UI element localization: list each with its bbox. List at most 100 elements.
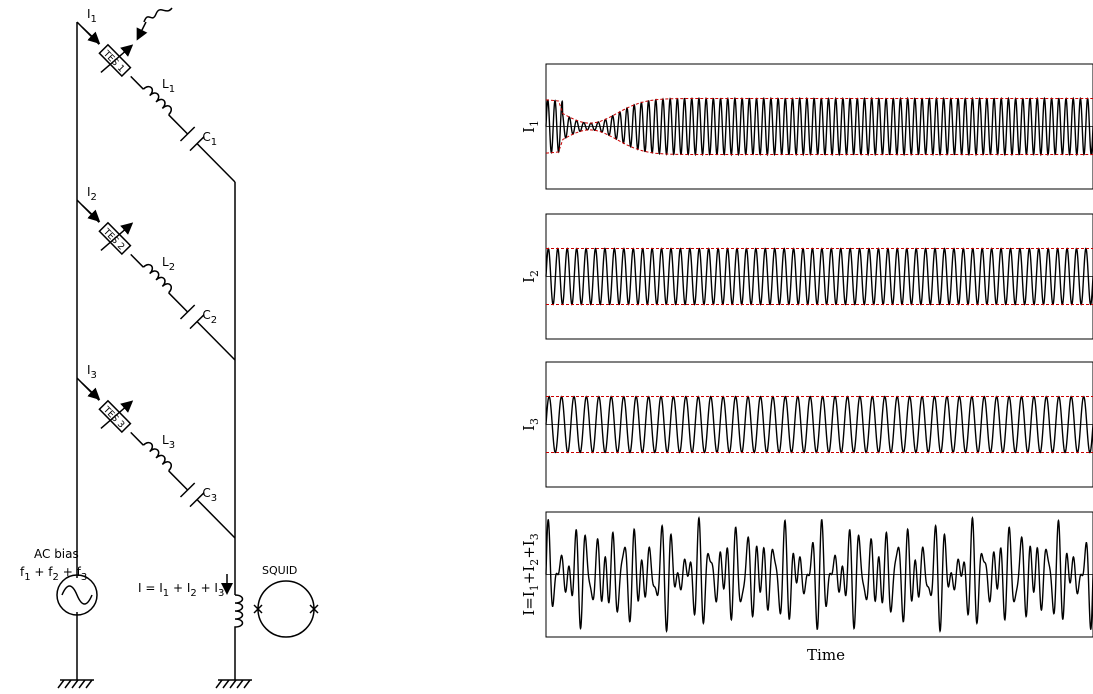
sum-current-label: I = I1 + I2 + I3 xyxy=(138,581,224,599)
branch-current-label-main: I xyxy=(87,7,91,21)
branch-wire xyxy=(196,499,236,539)
ylabel-main: +I xyxy=(520,566,538,585)
branch-current-label-sub: 1 xyxy=(91,14,97,25)
branch-wire xyxy=(168,470,189,491)
signal-trace xyxy=(545,395,1093,454)
branch-current-arrow-icon xyxy=(81,204,101,223)
branch-current-label-main: I xyxy=(87,185,91,199)
capacitor-plate xyxy=(179,482,196,498)
y-axis-label: I3 xyxy=(520,418,541,431)
branch-wire xyxy=(130,75,144,90)
ylabel-main: I=I xyxy=(520,591,538,615)
ac-bias-frequency: f1 + f2 + f3 xyxy=(20,565,87,583)
x-axis-label: Time xyxy=(807,646,845,664)
branch-current-label: I2 xyxy=(87,185,97,203)
inductor-label-main: L xyxy=(162,77,169,91)
sum-current-sub: 3 xyxy=(218,588,224,599)
variable-resistor-arrow-icon xyxy=(100,44,134,73)
sum-current-sub: 2 xyxy=(190,588,196,599)
variable-resistor-arrow-icon xyxy=(100,222,134,251)
branch-wire xyxy=(168,292,189,313)
y-axis-label: I2 xyxy=(520,270,541,283)
signal-panel-2: I2 xyxy=(520,213,1093,340)
photon-squiggle-icon xyxy=(143,7,173,23)
inductor-label: L3 xyxy=(162,433,175,451)
capacitor-1-icon xyxy=(179,126,205,152)
sum-current-main: I = I xyxy=(138,581,163,595)
freq-sub: 2 xyxy=(53,572,59,583)
y-axis-label: I1 xyxy=(520,120,541,133)
envelope-upper xyxy=(545,98,1093,124)
inductor-label: L1 xyxy=(162,77,175,95)
freq-main: + f xyxy=(31,565,54,579)
coupling-coil-icon xyxy=(234,594,244,632)
signal-panel-1: I1 xyxy=(520,63,1093,190)
sine-wave-icon xyxy=(61,585,93,605)
branch-wire xyxy=(130,253,144,268)
branch-3: TES 3 xyxy=(76,377,236,539)
capacitor-label-main: C xyxy=(202,130,210,144)
branch-current-label-sub: 3 xyxy=(91,370,97,381)
freq-main: + f xyxy=(59,565,82,579)
capacitor-plate xyxy=(189,314,205,330)
branch-wire xyxy=(130,431,144,446)
branch-current-label-main: I xyxy=(87,363,91,377)
branch-wire xyxy=(168,114,189,135)
ylabel-sub: 1 xyxy=(528,584,541,591)
ylabel-sub: 3 xyxy=(528,533,541,540)
branch-current-label: I3 xyxy=(87,363,97,381)
variable-resistor-arrow-icon xyxy=(100,400,134,429)
inductor-label-main: L xyxy=(162,433,169,447)
capacitor-plate xyxy=(189,136,205,152)
freq-sub: 1 xyxy=(24,572,30,583)
branch-current-arrow-icon xyxy=(81,26,101,45)
signal-trace xyxy=(545,247,1093,306)
branch-1: TES 1 xyxy=(76,21,236,183)
capacitor-label-main: C xyxy=(202,486,210,500)
circuit-diagram xyxy=(56,7,319,689)
capacitor-label-sub: 1 xyxy=(211,137,217,148)
ylabel-sub: 2 xyxy=(528,559,541,566)
squid-loop-icon xyxy=(257,580,315,638)
capacitor-plate xyxy=(189,492,205,508)
signal-panel-3: I3 xyxy=(520,361,1093,488)
branch-wire xyxy=(196,321,236,361)
photon-arrow-icon xyxy=(136,21,148,41)
branch-current-arrow-icon xyxy=(81,382,101,401)
capacitor-label-sub: 3 xyxy=(211,493,217,504)
y-axis-label: I=I1+I2+I3 xyxy=(520,533,541,615)
branch-wire xyxy=(196,143,236,183)
ylabel-sub: 2 xyxy=(528,270,541,277)
inductor-label-sub: 3 xyxy=(169,440,175,451)
ylabel-main: I xyxy=(520,127,538,133)
sum-current-sub: 1 xyxy=(163,588,169,599)
freq-sub: 3 xyxy=(81,572,87,583)
signal-trace xyxy=(545,515,1093,634)
ylabel-main: +I xyxy=(520,540,538,559)
freq-main: f xyxy=(20,565,25,579)
inductor-label-sub: 2 xyxy=(169,262,175,273)
ylabel-sub: 1 xyxy=(528,120,541,127)
capacitor-label-main: C xyxy=(202,308,210,322)
josephson-junction-icon xyxy=(253,604,319,614)
capacitor-label: C1 xyxy=(202,130,217,148)
envelope-lower xyxy=(545,129,1093,155)
capacitor-label: C2 xyxy=(202,308,217,326)
ground-symbol-left xyxy=(57,679,94,689)
squid-label: SQUID xyxy=(262,564,297,577)
branch-current-label: I1 xyxy=(87,7,97,25)
capacitor-label: C3 xyxy=(202,486,217,504)
branch-2: TES 2 xyxy=(76,199,236,361)
inductor-label: L2 xyxy=(162,255,175,273)
ac-bias-label: AC bias xyxy=(34,547,79,561)
ac-source-icon xyxy=(56,574,98,616)
capacitor-label-sub: 2 xyxy=(211,315,217,326)
capacitor-plate xyxy=(179,304,196,320)
ylabel-main: I xyxy=(520,425,538,431)
inductor-label-main: L xyxy=(162,255,169,269)
signal-panel-4: I=I1+I2+I3 xyxy=(520,511,1093,638)
branch-current-label-sub: 2 xyxy=(91,192,97,203)
inductor-label-sub: 1 xyxy=(169,84,175,95)
sum-current-main: + I xyxy=(197,581,218,595)
